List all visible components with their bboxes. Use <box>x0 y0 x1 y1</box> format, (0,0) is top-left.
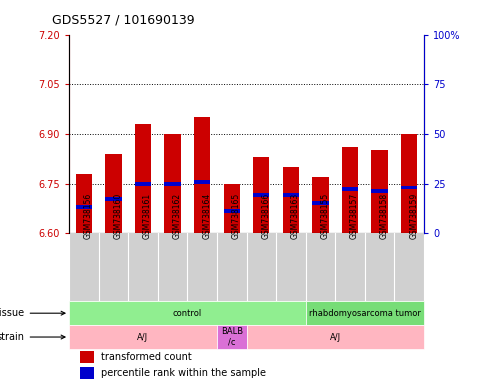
Bar <box>246 325 424 349</box>
Bar <box>342 147 358 233</box>
Bar <box>165 182 181 185</box>
Text: GSM738164: GSM738164 <box>202 192 211 238</box>
Bar <box>135 182 151 185</box>
Bar <box>69 325 217 349</box>
Text: A/J: A/J <box>138 333 148 341</box>
Bar <box>135 124 151 233</box>
Text: control: control <box>173 309 202 318</box>
Bar <box>313 177 329 233</box>
Bar <box>283 194 299 197</box>
Bar <box>283 167 299 233</box>
Text: GSM738165: GSM738165 <box>232 192 241 238</box>
Bar <box>76 205 92 209</box>
Bar <box>253 157 269 233</box>
Text: GSM738163: GSM738163 <box>291 192 300 238</box>
Bar <box>401 134 417 233</box>
Text: GSM738159: GSM738159 <box>409 192 418 238</box>
Bar <box>372 151 387 233</box>
Bar <box>313 201 329 205</box>
Bar <box>253 194 269 197</box>
Text: GSM738156: GSM738156 <box>84 192 93 238</box>
Bar <box>306 301 424 325</box>
Bar <box>342 187 358 192</box>
Bar <box>372 189 387 194</box>
Text: BALB
/c: BALB /c <box>221 327 243 347</box>
Bar <box>106 197 122 201</box>
Bar <box>80 367 94 379</box>
Text: A/J: A/J <box>330 333 341 341</box>
Bar <box>194 180 211 184</box>
Text: strain: strain <box>0 332 65 342</box>
Bar <box>165 134 181 233</box>
Text: GSM738161: GSM738161 <box>143 192 152 238</box>
Bar <box>224 209 240 214</box>
Text: GSM738160: GSM738160 <box>113 192 122 238</box>
Text: GSM738158: GSM738158 <box>380 192 388 238</box>
Text: tissue: tissue <box>0 308 65 318</box>
Text: GSM738157: GSM738157 <box>350 192 359 238</box>
Text: rhabdomyosarcoma tumor: rhabdomyosarcoma tumor <box>309 309 421 318</box>
Bar <box>194 118 211 233</box>
Bar <box>217 325 246 349</box>
Text: GSM738166: GSM738166 <box>261 192 270 238</box>
Bar <box>80 351 94 363</box>
Bar <box>76 174 92 233</box>
Text: GDS5527 / 101690139: GDS5527 / 101690139 <box>52 14 195 27</box>
Bar <box>224 184 240 233</box>
Text: percentile rank within the sample: percentile rank within the sample <box>101 367 266 378</box>
Text: GSM738162: GSM738162 <box>173 192 181 238</box>
Text: transformed count: transformed count <box>101 352 192 362</box>
Bar <box>69 301 306 325</box>
Text: GSM738155: GSM738155 <box>320 192 329 238</box>
Bar <box>401 185 417 189</box>
Bar <box>106 154 122 233</box>
